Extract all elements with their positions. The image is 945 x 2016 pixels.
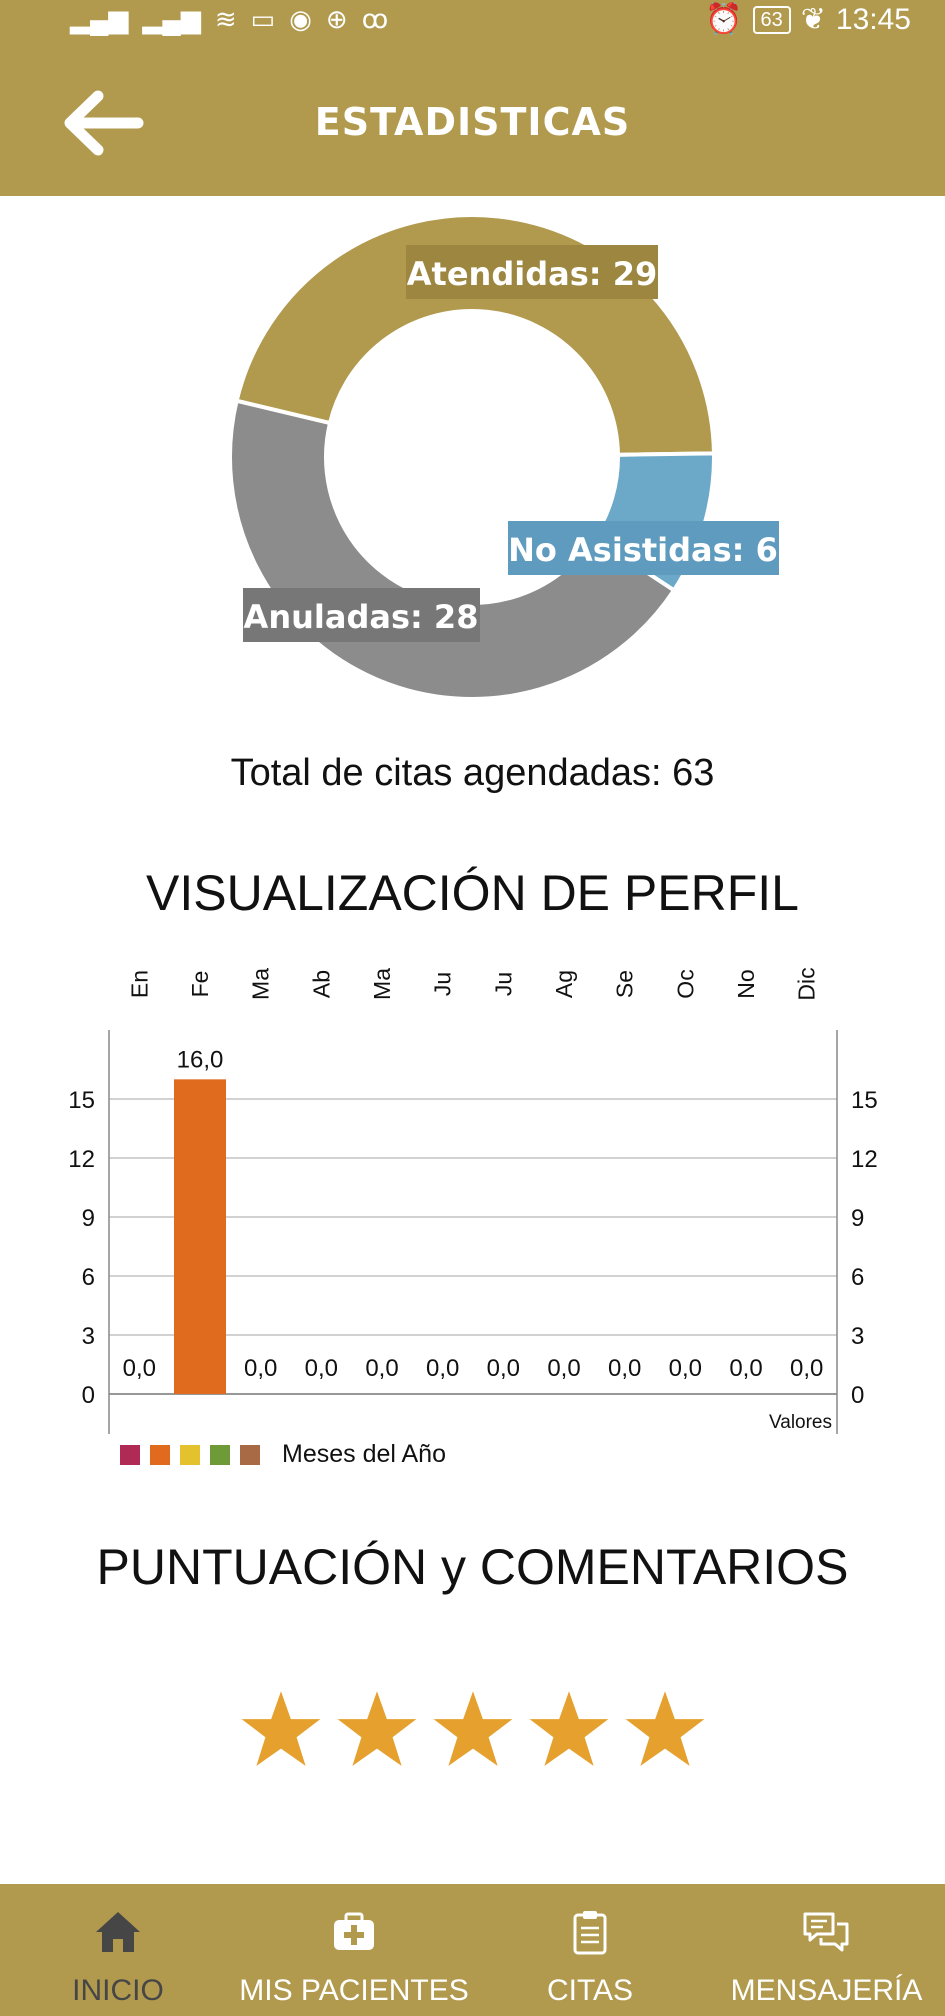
legend-swatch <box>240 1444 260 1465</box>
donut-label-noshow: No Asistidas: 6 <box>508 521 779 575</box>
y-tick-label-right: 3 <box>851 1323 864 1350</box>
y-tick-label-left: 6 <box>82 1264 95 1291</box>
data-label: 16,0 <box>177 1046 224 1073</box>
profile-views-title: VISUALIZACIÓN DE PERFIL <box>146 865 799 921</box>
nav-label: MENSAJERÍA <box>730 1974 923 2007</box>
x-tick-label: Ju <box>490 972 516 996</box>
star-icon <box>433 1691 513 1766</box>
x-tick-label: Ab <box>308 970 334 998</box>
page-title: ESTADISTICAS <box>314 100 631 144</box>
x-tick-label: Dic <box>794 967 820 1000</box>
medical-kit-icon <box>334 1912 374 1950</box>
x-tick-label: Oc <box>672 969 698 998</box>
x-tick-label: Ju <box>430 972 456 996</box>
rating-title: PUNTUACIÓN y COMENTARIOS <box>96 1539 849 1595</box>
nav-citas[interactable]: CITAS <box>472 1884 708 2016</box>
cancelled-label: Anuladas: 28 <box>244 598 479 636</box>
chrome-icon: ◉ <box>289 4 312 34</box>
x-tick-label: Ma <box>248 968 274 1000</box>
data-label: 0,0 <box>669 1355 702 1382</box>
nav-mis-pacientes[interactable]: MIS PACIENTES <box>236 1884 472 2016</box>
y-tick-label-right: 0 <box>851 1382 864 1409</box>
x-tick-label: Ag <box>551 970 577 998</box>
chart-legend: Meses del Año <box>120 1440 446 1469</box>
star-icon <box>337 1691 417 1766</box>
battery-level: 63 <box>752 5 791 34</box>
data-label: 0,0 <box>244 1355 277 1382</box>
data-label: 0,0 <box>729 1355 762 1382</box>
legend-swatch <box>210 1444 230 1465</box>
status-icons-right: ⏰ 63 ❦ 13:45 <box>705 2 911 37</box>
data-label: 0,0 <box>426 1355 459 1382</box>
x-axis-label: Valores <box>769 1412 832 1433</box>
clock-time: 13:45 <box>835 2 911 36</box>
legend-swatch <box>180 1444 200 1465</box>
chat-icon <box>803 1912 849 1952</box>
profile-views-bar-chart: 0 0 3 3 6 6 9 9 12 12 15 15 0,0 16,0 0,0 0,0 0,0 0,0 0,0 0… <box>68 967 878 1434</box>
signal-icon: ▂▄▆ <box>142 4 201 34</box>
legend-swatch <box>120 1444 140 1465</box>
x-tick-label: En <box>126 970 152 998</box>
bottom-navigation: INICIO MIS PACIENTES CITAS MENSAJERÍA <box>0 1884 945 2016</box>
wifi-icon: ≋ <box>214 4 237 34</box>
noshow-label: No Asistidas: 6 <box>508 531 778 569</box>
home-icon <box>96 1912 140 1952</box>
voicemail-icon: ꝏ <box>361 4 389 34</box>
star-icon <box>529 1691 609 1766</box>
data-label: 0,0 <box>487 1355 520 1382</box>
bar <box>174 1079 226 1394</box>
leaf-icon: ❦ <box>800 3 826 36</box>
alarm-icon: ⏰ <box>705 3 743 36</box>
y-tick-label-right: 15 <box>851 1087 878 1114</box>
data-label: 0,0 <box>123 1355 156 1382</box>
status-bar: ▂▄▆ ▂▄▆ ≋ ▭ ◉ ⊕ ꝏ ⏰ 63 ❦ 13:45 <box>0 0 945 40</box>
x-tick-label: Se <box>612 970 638 998</box>
nav-label: MIS PACIENTES <box>239 1974 469 2007</box>
laptop-icon: ▭ <box>250 4 276 34</box>
data-label: 0,0 <box>608 1355 641 1382</box>
appointments-donut-chart: Atendidas: 29 No Asistidas: 6 Anuladas: … <box>228 213 779 701</box>
y-tick-label-right: 9 <box>851 1205 864 1232</box>
y-tick-label-left: 12 <box>68 1146 95 1173</box>
y-tick-label-right: 12 <box>851 1146 878 1173</box>
attended-label: Atendidas: 29 <box>407 255 657 293</box>
x-tick-label: Ma <box>369 968 395 1000</box>
donut-label-attended: Atendidas: 29 <box>406 245 658 299</box>
back-button[interactable] <box>62 90 146 156</box>
x-tick-label: No <box>733 969 759 998</box>
nav-inicio[interactable]: INICIO <box>0 1884 236 2016</box>
signal-icon: ▂▄▆ <box>70 4 129 34</box>
app-header: ▂▄▆ ▂▄▆ ≋ ▭ ◉ ⊕ ꝏ ⏰ 63 ❦ 13:45 ESTADISTI… <box>0 0 945 196</box>
legend-swatch <box>150 1444 170 1465</box>
star-icon <box>625 1691 705 1766</box>
data-label: 0,0 <box>365 1355 398 1382</box>
star-icon <box>241 1691 321 1766</box>
y-tick-label-left: 15 <box>68 1087 95 1114</box>
nav-mensajeria[interactable]: MENSAJERÍA <box>708 1884 945 2016</box>
arrow-left-icon <box>64 90 144 156</box>
data-label: 0,0 <box>790 1355 823 1382</box>
x-tick-label: Fe <box>187 971 213 998</box>
nav-label: CITAS <box>546 1974 634 2007</box>
y-tick-label-right: 6 <box>851 1264 864 1291</box>
total-appointments: Total de citas agendadas: 63 <box>230 752 715 794</box>
donut-label-cancelled: Anuladas: 28 <box>243 588 480 642</box>
legend-label: Meses del Año <box>282 1440 446 1468</box>
data-label: 0,0 <box>547 1355 580 1382</box>
data-label: 0,0 <box>305 1355 338 1382</box>
globe-icon: ⊕ <box>325 4 348 34</box>
y-tick-label-left: 3 <box>82 1323 95 1350</box>
status-icons-left: ▂▄▆ ▂▄▆ ≋ ▭ ◉ ⊕ ꝏ <box>70 2 388 36</box>
nav-label: INICIO <box>72 1974 164 2007</box>
clipboard-icon <box>573 1911 607 1955</box>
rating-stars <box>240 1688 706 1770</box>
y-tick-label-left: 0 <box>82 1382 95 1409</box>
y-tick-label-left: 9 <box>82 1205 95 1232</box>
